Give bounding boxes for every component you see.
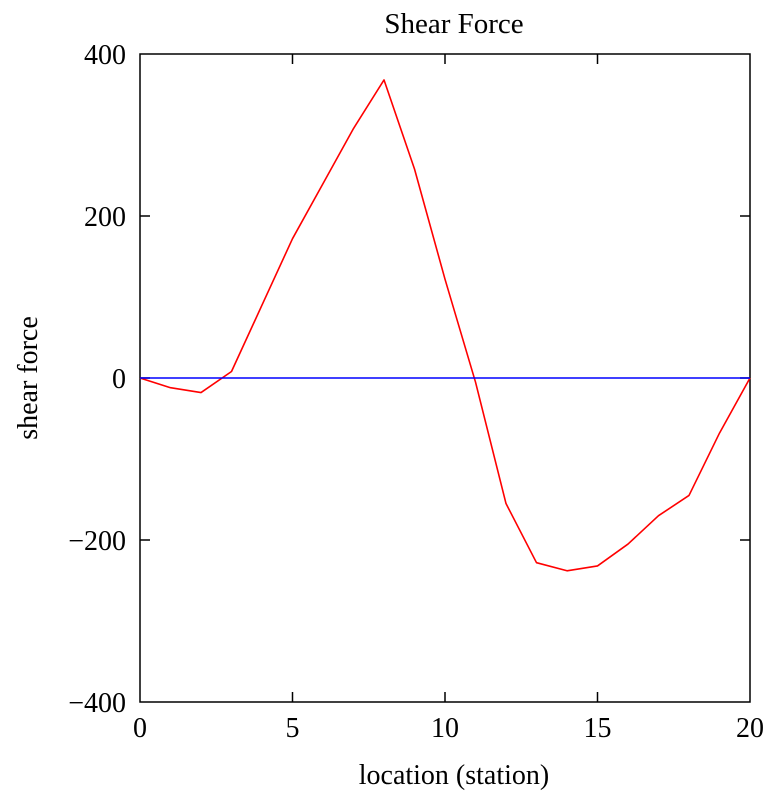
y-tick-label: −400 <box>68 688 126 719</box>
y-axis-label: shear force <box>13 316 44 440</box>
y-tick-label: 200 <box>84 202 126 233</box>
chart-title: Shear Force <box>384 8 523 40</box>
x-tick-label: 0 <box>133 713 147 744</box>
x-tick-label: 20 <box>736 713 764 744</box>
series-layer <box>139 79 751 572</box>
shear-force-series <box>139 79 751 572</box>
y-tick-label: 0 <box>112 364 126 395</box>
x-tick-labels: 0 5 10 15 20 <box>133 713 764 744</box>
y-tick-labels: 400 200 0 −200 −400 <box>68 40 126 719</box>
y-tick-label: 400 <box>84 40 126 71</box>
x-tick-label: 15 <box>584 713 612 744</box>
y-tick-label: −200 <box>68 526 126 557</box>
x-axis-label: location (station) <box>359 760 550 791</box>
x-tick-label: 10 <box>431 713 459 744</box>
x-tick-label: 5 <box>286 713 300 744</box>
